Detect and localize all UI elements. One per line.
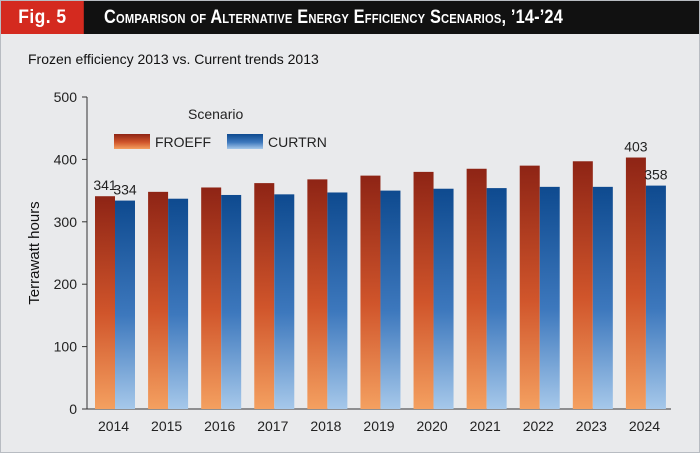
bar-froeff-2017 <box>254 183 275 409</box>
bar-froeff-2016 <box>201 187 222 409</box>
bar-froeff-2018 <box>307 179 328 409</box>
legend-swatch-curtrn <box>227 134 263 149</box>
figure-header: Fig. 5 Comparison of Alternative Energy … <box>1 1 699 34</box>
bar-froeff-2020 <box>413 171 434 409</box>
data-label: 334 <box>113 182 137 198</box>
bar-froeff-2015 <box>148 191 169 409</box>
bar-froeff-2014 <box>95 196 115 409</box>
x-tick-label: 2015 <box>151 418 182 434</box>
y-tick-label: 200 <box>54 276 78 292</box>
bar-curtrn-2018 <box>327 192 348 409</box>
bar-curtrn-2017 <box>274 194 295 409</box>
y-tick-label: 300 <box>54 214 78 230</box>
chart-legend: Scenario FROEFF CURTRN <box>114 106 327 150</box>
bar-curtrn-2016 <box>221 194 242 409</box>
y-tick-label: 0 <box>69 401 77 417</box>
y-axis-label: Terrawatt hours <box>26 201 43 304</box>
x-tick-label: 2022 <box>523 418 554 434</box>
bar-froeff-2024 <box>625 157 646 409</box>
bar-froeff-2023 <box>572 161 593 409</box>
bar-froeff-2021 <box>466 168 487 409</box>
chart-bars <box>95 157 666 409</box>
data-label: 341 <box>93 177 117 193</box>
x-tick-label: 2017 <box>257 418 288 434</box>
x-tick-label: 2024 <box>629 418 660 434</box>
y-tick-label: 100 <box>54 339 78 355</box>
bar-curtrn-2020 <box>433 188 454 409</box>
bar-curtrn-2022 <box>539 186 560 409</box>
x-tick-label: 2014 <box>98 418 129 434</box>
x-tick-label: 2023 <box>576 418 607 434</box>
x-tick-label: 2019 <box>363 418 394 434</box>
x-tick-label: 2016 <box>204 418 235 434</box>
figure-title: Comparison of Alternative Energy Efficie… <box>104 7 563 28</box>
chart-subtitle: Frozen efficiency 2013 vs. Current trend… <box>28 51 319 67</box>
legend-title: Scenario <box>188 106 243 122</box>
legend-label-froeff: FROEFF <box>155 134 211 150</box>
bar-curtrn-2021 <box>486 188 507 409</box>
figure-number-label: Fig. 5 <box>1 1 84 34</box>
bar-curtrn-2023 <box>592 186 613 409</box>
x-tick-label: 2018 <box>310 418 341 434</box>
legend-label-curtrn: CURTRN <box>268 134 327 150</box>
data-label: 403 <box>624 139 648 155</box>
y-tick-label: 400 <box>54 151 78 167</box>
bar-froeff-2022 <box>519 165 540 409</box>
x-tick-label: 2020 <box>417 418 448 434</box>
bar-curtrn-2014 <box>115 200 135 409</box>
bar-curtrn-2015 <box>168 198 189 409</box>
x-tick-label: 2021 <box>470 418 501 434</box>
bar-curtrn-2019 <box>380 190 401 409</box>
data-label: 358 <box>644 167 668 183</box>
y-tick-label: 500 <box>54 89 78 105</box>
bar-froeff-2019 <box>360 175 381 409</box>
bar-curtrn-2024 <box>645 185 666 409</box>
legend-swatch-froeff <box>114 134 150 149</box>
